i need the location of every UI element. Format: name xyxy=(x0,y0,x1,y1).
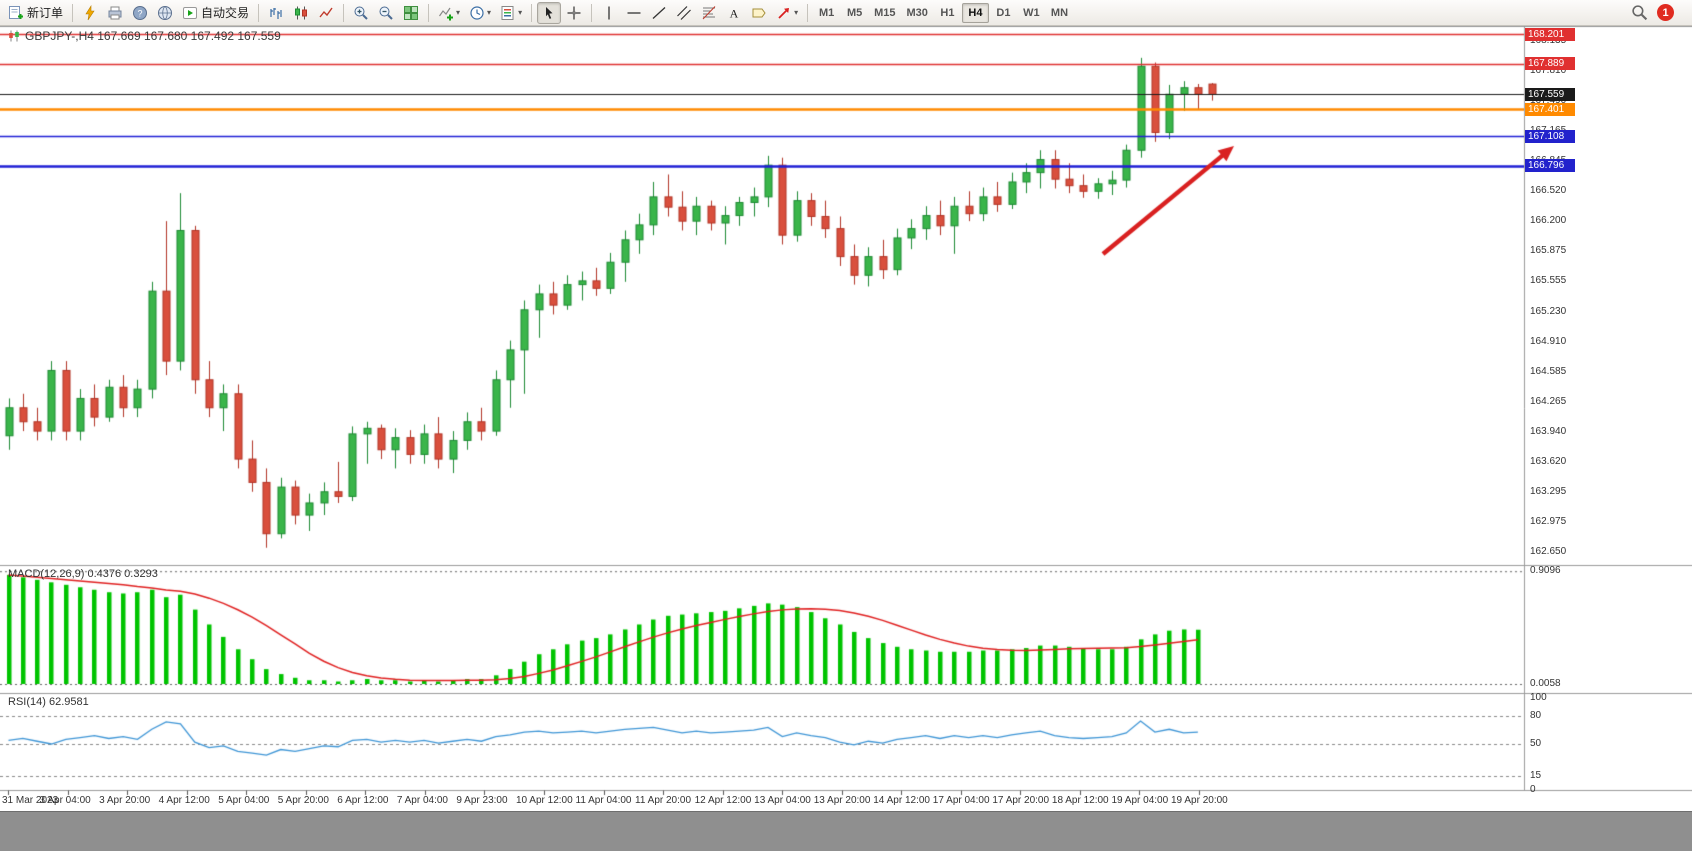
community-button[interactable] xyxy=(153,2,177,24)
text-icon: A xyxy=(730,6,739,20)
line-chart-button[interactable] xyxy=(314,2,338,24)
templates-button[interactable]: ▾ xyxy=(496,2,526,24)
toolbar-separator xyxy=(428,3,430,22)
autotrading-label: 自动交易 xyxy=(201,6,250,20)
search-icon[interactable] xyxy=(1631,4,1648,21)
candlestick-chart-icon xyxy=(295,6,308,19)
fibonacci-icon xyxy=(702,5,716,19)
chart-title-bar: GBPJPY-,H4 167.669 167.680 167.492 167.5… xyxy=(8,29,281,43)
toolbar-separator xyxy=(531,3,533,22)
chart-canvas[interactable] xyxy=(0,26,1692,811)
crosshair-button[interactable] xyxy=(562,2,586,24)
crosshair-icon xyxy=(567,6,581,19)
vertical-line-icon xyxy=(608,6,610,19)
main-toolbar: 新订单 ? 自动交易 ▾ ▾ ▾ xyxy=(0,0,1692,26)
globe-icon xyxy=(158,5,173,20)
text-button[interactable]: A xyxy=(722,2,746,24)
toolbar-separator xyxy=(591,3,593,22)
indicators-icon xyxy=(439,7,454,20)
horizontal-line-button[interactable] xyxy=(622,2,646,24)
timeframe-h1[interactable]: H1 xyxy=(934,3,961,23)
periods-caret-icon: ▾ xyxy=(487,8,492,17)
trendline-icon xyxy=(652,6,666,19)
svg-text:A: A xyxy=(730,6,739,20)
tile-windows-icon xyxy=(404,5,419,20)
toolbar-separator xyxy=(807,3,809,22)
arrow-tool-icon xyxy=(778,7,790,19)
line-chart-icon xyxy=(319,7,333,17)
timeframe-m1[interactable]: M1 xyxy=(813,3,840,23)
channel-icon xyxy=(677,5,692,20)
tile-windows-button[interactable] xyxy=(399,2,423,24)
macd-label: MACD(12,26,9) 0.4376 0.3293 xyxy=(8,568,158,580)
help-icon: ? xyxy=(133,5,148,20)
new-order-button[interactable]: 新订单 xyxy=(4,2,67,24)
zoom-in-icon xyxy=(354,6,368,20)
zoom-out-icon xyxy=(379,6,393,20)
templates-icon xyxy=(501,5,514,20)
new-order-label: 新订单 xyxy=(27,6,64,20)
clock-icon xyxy=(470,5,484,20)
bar-chart-button[interactable] xyxy=(264,2,288,24)
label-button[interactable] xyxy=(747,2,771,24)
zoom-in-button[interactable] xyxy=(349,2,373,24)
symbol-icon xyxy=(9,30,19,42)
chart-title: GBPJPY-,H4 167.669 167.680 167.492 167.5… xyxy=(25,29,281,43)
indicators-caret-icon: ▾ xyxy=(456,8,461,17)
chart-region: 168.135 167.810 167.490 167.165 166.845 166.5… xyxy=(0,26,1692,811)
timeframe-m5[interactable]: M5 xyxy=(841,3,868,23)
printer-icon xyxy=(108,6,122,19)
toolbar-separator xyxy=(72,3,74,22)
timeframe-w1[interactable]: W1 xyxy=(1018,3,1045,23)
print-button[interactable] xyxy=(103,2,127,24)
notification-badge[interactable]: 1 xyxy=(1657,4,1674,21)
svg-text:?: ? xyxy=(138,8,143,18)
horizontal-line-icon xyxy=(627,11,641,14)
arrows-button[interactable]: ▾ xyxy=(772,2,802,24)
zoom-out-button[interactable] xyxy=(374,2,398,24)
candlestick-chart-button[interactable] xyxy=(289,2,313,24)
toolbar-separator xyxy=(258,3,260,22)
cursor-button[interactable] xyxy=(537,1,562,24)
indicators-button[interactable]: ▾ xyxy=(434,2,464,24)
timeframe-m15[interactable]: M15 xyxy=(869,3,900,23)
toolbar-separator xyxy=(343,3,345,22)
autotrading-button[interactable]: 自动交易 xyxy=(178,2,253,24)
metaeditor-button[interactable] xyxy=(78,2,102,24)
bar-chart-icon xyxy=(270,7,282,19)
fibonacci-button[interactable] xyxy=(697,2,721,24)
window-bottom-strip xyxy=(0,811,1692,851)
label-icon xyxy=(752,8,766,17)
trendline-button[interactable] xyxy=(647,2,671,24)
help-button[interactable]: ? xyxy=(128,2,152,24)
play-icon xyxy=(183,6,198,19)
cursor-icon xyxy=(546,6,553,19)
toolbar-right: 1 xyxy=(1631,4,1688,21)
arrows-caret-icon: ▾ xyxy=(794,8,799,17)
rsi-label: RSI(14) 62.9581 xyxy=(8,696,89,708)
templates-caret-icon: ▾ xyxy=(518,8,523,17)
timeframe-m30[interactable]: M30 xyxy=(902,3,933,23)
periods-button[interactable]: ▾ xyxy=(465,2,495,24)
timeframe-d1[interactable]: D1 xyxy=(990,3,1017,23)
channel-button[interactable] xyxy=(672,2,696,24)
vertical-line-button[interactable] xyxy=(597,2,621,24)
lightning-icon xyxy=(85,4,95,20)
timeframe-mn[interactable]: MN xyxy=(1046,3,1073,23)
timeframe-h4[interactable]: H4 xyxy=(961,2,989,23)
new-order-icon xyxy=(9,5,23,19)
